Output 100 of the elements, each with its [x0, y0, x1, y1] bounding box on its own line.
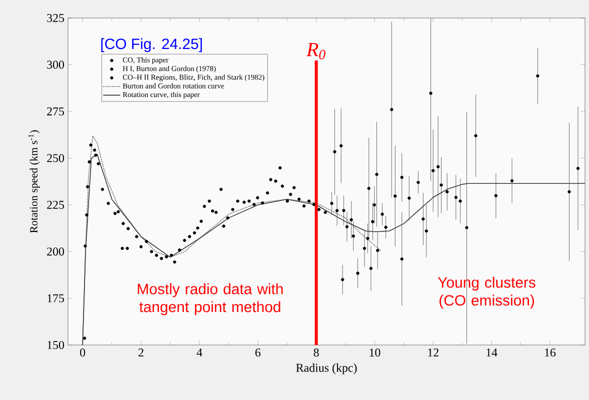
x-axis-title: Radius (kpc): [296, 363, 357, 374]
x-tick-label: 14: [486, 348, 498, 356]
point: [200, 220, 203, 223]
point: [222, 224, 226, 228]
y-tick-label: 325: [47, 14, 64, 22]
point: [96, 162, 100, 166]
x-tick-label: 16: [545, 348, 556, 357]
point: [120, 246, 124, 250]
point: [429, 92, 432, 95]
y-tick-label: 150: [48, 340, 64, 350]
point: [424, 229, 428, 233]
point: [394, 194, 397, 198]
point: [126, 246, 129, 250]
point: [85, 213, 88, 217]
point: [126, 226, 130, 230]
point: [113, 212, 117, 216]
point: [88, 160, 91, 164]
point: [252, 202, 256, 206]
point: [89, 143, 92, 147]
point: [92, 148, 96, 152]
point: [256, 196, 260, 200]
y-axis-title: Rotation speed (km s$^{-1}$): [28, 130, 40, 233]
point: [367, 186, 370, 190]
y-tick-label: 300: [47, 60, 64, 69]
point: [454, 196, 458, 199]
point: [302, 204, 306, 208]
point: [266, 191, 270, 194]
point: [384, 226, 388, 229]
point: [317, 208, 321, 212]
point: [458, 200, 462, 203]
point: [440, 183, 443, 187]
point: [362, 246, 366, 250]
point: [342, 208, 346, 212]
point: [231, 208, 234, 212]
point: [536, 74, 540, 78]
point: [372, 203, 376, 206]
point: [86, 185, 90, 188]
point: [408, 196, 411, 200]
point: [375, 172, 378, 176]
point: [144, 240, 148, 244]
point: [324, 210, 327, 214]
point: [376, 248, 380, 252]
x-tick-label: 0: [80, 348, 86, 357]
point: [446, 190, 449, 194]
point: [139, 245, 143, 248]
point: [312, 202, 316, 206]
point: [260, 201, 264, 205]
point: [345, 225, 349, 228]
point: [576, 166, 580, 170]
point: [436, 165, 440, 168]
point: [416, 180, 420, 184]
x-tick-label: 12: [428, 348, 438, 356]
annotation: Young clusters (CO emission): [438, 276, 536, 309]
point: [288, 192, 292, 196]
point: [208, 200, 211, 203]
point: [154, 254, 158, 257]
y-tick-label: 175: [48, 294, 64, 302]
point: [226, 216, 230, 220]
point: [340, 278, 344, 282]
point: [173, 260, 176, 264]
point: [248, 200, 251, 203]
ref-line-label: R$_{0}$: [306, 43, 326, 60]
point: [164, 255, 168, 258]
point: [214, 210, 218, 214]
point: [390, 108, 394, 112]
point: [236, 200, 240, 203]
x-tick-label: 2: [138, 348, 144, 356]
point: [510, 179, 514, 182]
point: [280, 184, 284, 188]
point: [116, 210, 120, 214]
point: [371, 220, 374, 224]
point: [106, 202, 110, 205]
point: [350, 218, 353, 222]
point: [242, 200, 246, 204]
point: [135, 235, 138, 238]
point: [170, 254, 173, 257]
y-tick-label: 275: [47, 107, 64, 116]
point: [188, 235, 192, 238]
point: [150, 250, 154, 254]
y-tick-label: 225: [47, 200, 64, 209]
point: [94, 154, 98, 157]
annotation: [CO Fig. 24.25]: [101, 38, 202, 52]
point: [330, 202, 334, 205]
point: [568, 190, 571, 194]
x-tick-label: 6: [255, 348, 260, 357]
point: [340, 144, 343, 148]
point: [335, 209, 339, 212]
point: [400, 257, 404, 261]
point: [278, 166, 282, 170]
point: [494, 194, 498, 198]
x-tick-label: 10: [370, 348, 380, 357]
point: [366, 236, 370, 240]
point: [160, 256, 164, 260]
point: [286, 200, 289, 203]
point: [400, 176, 404, 179]
point: [192, 231, 196, 234]
point: [83, 336, 86, 340]
point: [432, 169, 435, 172]
point: [122, 222, 125, 226]
point: [196, 226, 200, 230]
